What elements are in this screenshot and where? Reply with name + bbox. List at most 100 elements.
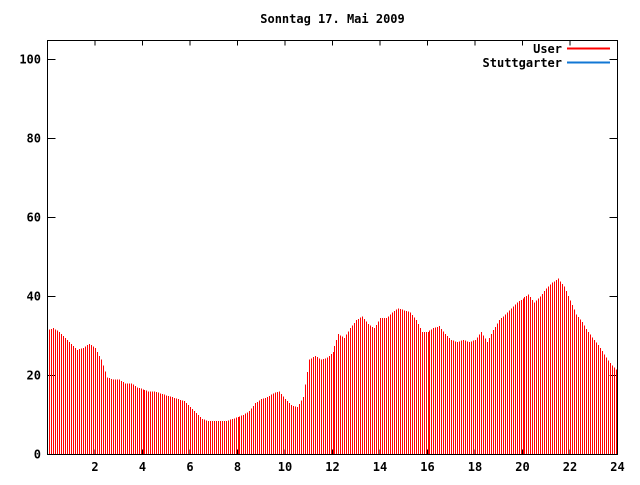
impulse-bar [91,345,92,455]
impulse-bar [75,347,76,455]
impulse-bar [564,286,565,455]
impulse-bar [530,297,531,455]
impulse-bar [519,301,520,455]
impulse-bar [168,395,169,455]
impulse-bar [461,340,462,455]
impulse-bar [117,379,118,455]
impulse-bar [513,306,514,455]
legend-label-user: User [533,42,562,56]
impulse-bar [148,391,149,455]
impulse-bar [491,334,492,455]
impulse-bar [356,320,357,455]
impulse-bar [129,383,130,455]
impulse-bar [374,328,375,455]
impulse-bar [277,391,278,455]
impulse-bar [542,293,543,455]
impulse-bar [435,327,436,455]
impulse-bar [188,405,189,455]
impulse-bar [186,403,187,455]
impulse-bar [517,302,518,455]
impulse-bar [388,316,389,455]
impulse-bar [562,283,563,455]
impulse-bar [548,286,549,455]
impulse-bar [241,415,242,455]
impulse-bar [255,403,256,455]
impulse-bar [503,316,504,455]
impulse-bar [586,328,587,455]
user-series-impulses [49,278,617,455]
impulse-bar [354,322,355,455]
impulse-bar [362,316,363,455]
x-tick-label: 10 [278,460,292,474]
impulse-bar [544,291,545,455]
x-tick-label: 2 [91,460,98,474]
impulse-bar [180,399,181,455]
impulse-bar [358,318,359,455]
impulse-bar [321,359,322,455]
impulse-bar [437,326,438,455]
impulse-bar [610,362,611,455]
impulse-bar [473,340,474,455]
impulse-bar [608,360,609,455]
impulse-bar [89,343,90,455]
impulse-bar [598,345,599,455]
impulse-bar [396,309,397,455]
impulse-bar [49,329,50,455]
impulse-bar [408,311,409,455]
impulse-bar [67,339,68,455]
y-tick-label: 60 [27,211,41,225]
impulse-bar [558,278,559,455]
impulse-bar [526,295,527,455]
impulse-bar [139,388,140,455]
impulse-bar [109,378,110,455]
impulse-bar [346,334,347,455]
impulse-bar [400,309,401,455]
impulse-bar [534,302,535,455]
impulse-bar [105,371,106,455]
impulse-bar [431,329,432,455]
impulse-bar [554,281,555,455]
impulse-bar [368,324,369,455]
impulse-bar [570,300,571,455]
impulse-bar [212,420,213,455]
impulse-bar [257,401,258,455]
impulse-bar [51,328,52,455]
impulse-bar [295,406,296,455]
impulse-bar [239,416,240,455]
impulse-bar [273,393,274,455]
impulse-bar [378,321,379,455]
impulse-bar [457,341,458,455]
impulse-bar [210,420,211,455]
impulse-bar [410,312,411,455]
impulse-bar [87,345,88,455]
impulse-bar [279,391,280,455]
impulse-bar [131,383,132,455]
impulse-bar [376,324,377,455]
impulse-bar [445,334,446,455]
impulse-bar [536,300,537,455]
impulse-bar [154,391,155,455]
x-tick-label: 16 [420,460,434,474]
impulse-bar [592,337,593,455]
impulse-bar [133,384,134,455]
impulse-bar [313,357,314,455]
impulse-bar [232,418,233,455]
impulse-bar [360,317,361,455]
impulse-bar [307,372,308,455]
impulse-bar [127,383,128,455]
impulse-bar [467,341,468,455]
impulse-bar [338,334,339,455]
impulse-bar [602,351,603,455]
impulse-bar [572,305,573,455]
impulse-bar [594,339,595,455]
impulse-bar [576,314,577,455]
impulse-bar [364,318,365,455]
impulse-bar [380,318,381,455]
impulse-bar [449,337,450,455]
impulse-bar [160,393,161,455]
impulse-bar [293,405,294,455]
impulse-bar [220,420,221,455]
impulse-bar [301,400,302,455]
impulse-bar [483,335,484,455]
